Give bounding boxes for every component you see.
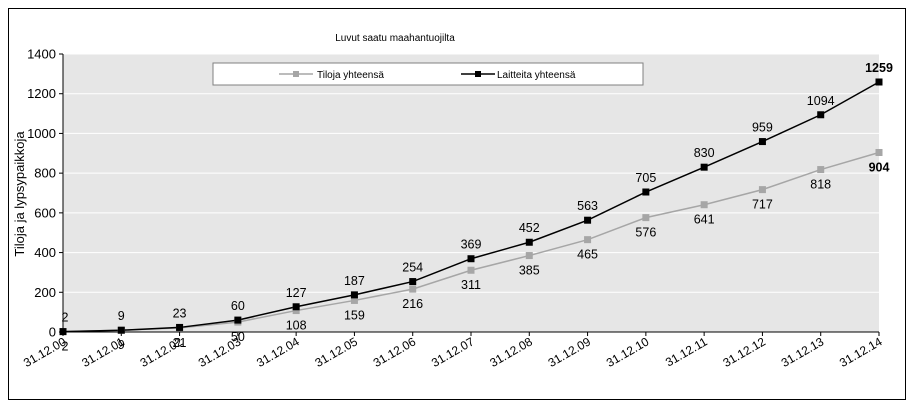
x-tick-label: 31.12.07 [429, 334, 477, 370]
data-label-series-1: 21 [173, 336, 187, 350]
data-label-series-2: 705 [635, 171, 656, 185]
series-1-marker [642, 214, 650, 222]
legend-label-series-1: Tiloja yhteensä [317, 70, 384, 81]
series-1-marker [817, 166, 825, 174]
y-tick-label: 1200 [27, 86, 56, 101]
data-label-series-2: 1259 [865, 61, 893, 75]
series-2-marker [467, 255, 475, 263]
x-tick-label: 31.12.04 [254, 334, 302, 370]
data-label-series-1: 216 [402, 297, 423, 311]
x-tick-label: 31.12.12 [720, 334, 768, 370]
series-1-marker [292, 307, 300, 315]
series-2-marker [292, 303, 300, 311]
chart-title: Luvut saatu maahantuojilta [335, 33, 455, 44]
series-1-marker [584, 236, 592, 244]
y-axis-label: Tiloja ja lypsypaikkoja [12, 131, 27, 257]
legend-marker-series-1 [293, 71, 299, 77]
data-label-series-1: 818 [810, 178, 831, 192]
data-label-series-2: 127 [286, 286, 307, 300]
series-2-marker [700, 163, 708, 171]
legend-marker-series-2 [475, 71, 481, 77]
y-tick-label: 1000 [27, 126, 56, 141]
gridlines [63, 53, 879, 293]
series-markers [59, 78, 883, 336]
series-2-marker [817, 111, 825, 119]
series-1-marker [409, 285, 417, 293]
x-tick-label: 31.12.06 [371, 334, 419, 370]
series-2-marker [350, 291, 358, 299]
x-tick-label: 31.12.05 [312, 334, 360, 370]
series-2-marker [234, 316, 242, 324]
data-label-series-1: 904 [869, 160, 890, 174]
data-label-series-2: 254 [402, 261, 423, 275]
data-label-series-2: 369 [461, 238, 482, 252]
series-1-marker [467, 266, 475, 274]
y-tick-label: 0 [49, 325, 56, 340]
data-label-series-2: 830 [694, 146, 715, 160]
series-2-marker [525, 238, 533, 246]
y-tick-label: 800 [34, 166, 56, 181]
x-tick-label: 31.12.14 [837, 334, 885, 370]
y-axis-ticks: 0 200 400 600 800 1000 1200 1400 [27, 47, 63, 340]
x-tick-label: 31.12.09 [546, 334, 594, 370]
data-label-series-2: 23 [173, 306, 187, 320]
x-tick-label: 31.12.10 [604, 334, 652, 370]
data-label-series-2: 452 [519, 221, 540, 235]
y-tick-label: 600 [34, 205, 56, 220]
legend-box [212, 62, 644, 86]
series-2-marker [758, 138, 766, 146]
data-label-series-1: 311 [461, 278, 481, 292]
series-1-marker [758, 186, 766, 194]
x-tick-label: 31.12.13 [779, 334, 827, 370]
series-1-marker [525, 252, 533, 260]
y-tick-label: 400 [34, 245, 56, 260]
y-tick-label: 1400 [27, 47, 56, 62]
data-label-series-1: 465 [577, 248, 598, 262]
legend-label-series-2: Laitteita yhteensä [497, 70, 576, 81]
data-label-series-2: 2 [62, 311, 69, 325]
data-label-series-2: 1094 [807, 94, 835, 108]
series-1-marker [875, 148, 883, 156]
x-tick-label: 31.12.08 [487, 334, 535, 370]
x-axis-ticks: 31.12.00 31.12.01 31.12.02 31.12.03 31.12.04… [21, 332, 885, 370]
series-2-marker [875, 78, 883, 86]
data-label-series-2: 9 [118, 309, 125, 323]
data-label-series-2: 60 [231, 299, 245, 313]
data-label-series-1: 385 [519, 264, 540, 278]
series-1-marker [350, 296, 358, 304]
series-2-marker [176, 323, 184, 331]
data-label-series-1: 9 [118, 338, 125, 352]
data-label-series-2: 187 [344, 274, 365, 288]
series-2-marker [117, 326, 125, 334]
data-label-series-2: 563 [577, 199, 598, 213]
data-label-series-2: 959 [752, 121, 773, 135]
y-tick-label: 200 [34, 285, 56, 300]
series-2-marker [409, 278, 417, 286]
data-label-series-1: 641 [694, 213, 715, 227]
series-2-marker [584, 216, 592, 224]
x-tick-label: 31.12.11 [663, 334, 710, 369]
plot-area [63, 54, 879, 332]
data-label-series-1: 717 [752, 198, 773, 212]
data-labels: 2 9 23 60 127 187 254 369 452 563 705 830 959 1094 125… [62, 61, 893, 354]
legend: Tiloja yhteensä Laitteita yhteensä [212, 62, 644, 86]
series-1-marker [700, 201, 708, 209]
data-label-series-1: 2 [62, 340, 69, 354]
data-label-series-1: 159 [344, 308, 365, 322]
data-label-series-1: 50 [231, 330, 245, 344]
data-label-series-1: 576 [635, 226, 656, 240]
series-2-marker [642, 188, 650, 196]
data-label-series-1: 108 [286, 319, 307, 333]
